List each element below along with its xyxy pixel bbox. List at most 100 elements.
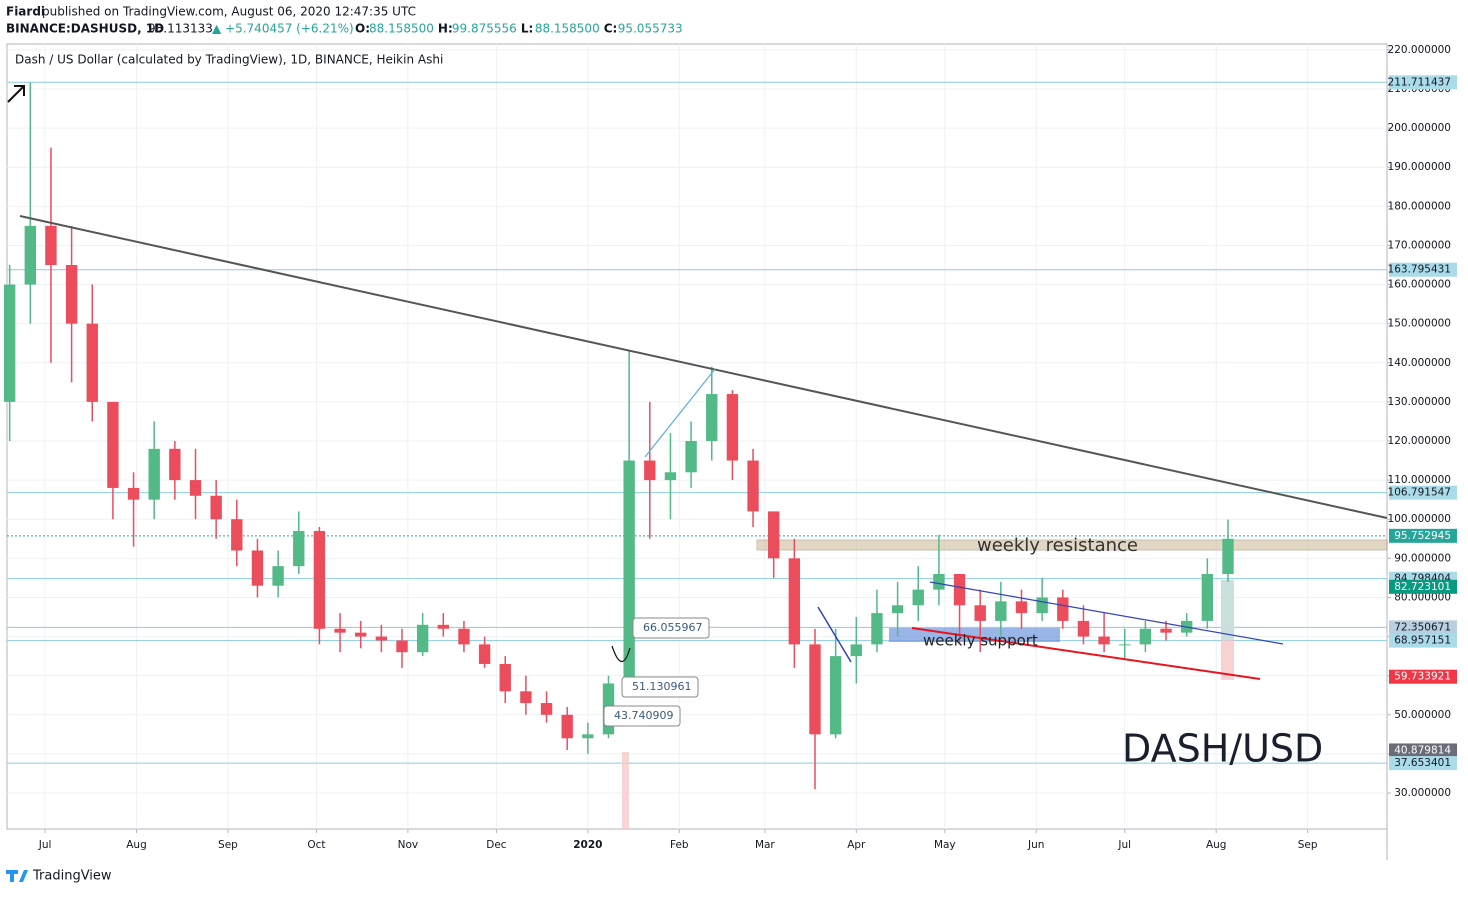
- price-label-box: [1389, 528, 1457, 543]
- axis-labels: 30.00000040.00000050.00000060.00000070.0…: [38, 44, 1457, 851]
- callout-box: [621, 676, 699, 698]
- y-tick-label: 190.000000: [1388, 161, 1451, 173]
- x-tick-label: Jul: [38, 839, 52, 851]
- price-label: 163.795431: [1388, 264, 1451, 276]
- candle-body: [251, 550, 264, 586]
- resistance-label: weekly resistance: [977, 535, 1138, 556]
- candle-body: [334, 628, 346, 633]
- candle-body: [768, 511, 780, 559]
- support-label: weekly support: [923, 632, 1038, 650]
- y-tick-label: 110.000000: [1388, 474, 1451, 486]
- y-tick-label: 90.000000: [1394, 552, 1451, 564]
- candle-body: [86, 323, 98, 402]
- x-tick-label: 2020: [573, 839, 602, 851]
- candle-body: [953, 573, 966, 606]
- x-tick-label: May: [934, 839, 956, 851]
- callout: 43.740909: [614, 709, 674, 722]
- candle-body: [623, 460, 635, 684]
- candle-body: [850, 644, 862, 657]
- ohlc-label: C:: [604, 22, 618, 36]
- change: ▲ +5.740457 (+6.21%): [212, 22, 354, 36]
- ohlc: O: 88.158500 H: 99.875556 L: 88.158500 C: 95.05…: [355, 22, 683, 36]
- price-label: 37.653401: [1394, 757, 1451, 769]
- y-tick-label: 170.000000: [1388, 239, 1451, 251]
- price-label-box: [1389, 75, 1457, 90]
- candle-body: [1057, 597, 1069, 621]
- candle-body: [127, 487, 140, 500]
- last-price: 98.113133: [148, 22, 213, 36]
- highlight-bar: [622, 752, 629, 829]
- arrow-icon: [7, 85, 25, 103]
- candle-body: [912, 589, 924, 606]
- price-label: 40.879814: [1394, 744, 1451, 756]
- candle-body: [293, 530, 305, 567]
- candle-body: [1139, 628, 1152, 645]
- x-tick-label: Dec: [486, 839, 507, 851]
- x-tick-label: Jul: [1117, 839, 1131, 851]
- highlight-bar: [1221, 580, 1234, 640]
- y-tick-label: 120.000000: [1388, 435, 1451, 447]
- candle-body: [1160, 628, 1172, 633]
- logo: [6, 870, 28, 882]
- symbol: BINANCE:DASHUSD, 1D: [6, 22, 164, 36]
- trend-line: [929, 581, 1284, 645]
- trend-line: [911, 627, 1261, 680]
- candle-body: [540, 703, 553, 715]
- ohlc-value: 99.875556: [452, 22, 517, 36]
- resistance-zone: [756, 539, 1388, 551]
- x-tick-label: Oct: [307, 839, 325, 851]
- y-tick-label: 200.000000: [1388, 122, 1451, 134]
- candle-body: [65, 264, 78, 324]
- candle-body: [458, 628, 470, 645]
- candle-body: [974, 605, 986, 621]
- candle-body: [1077, 620, 1090, 637]
- candle-body: [1015, 601, 1028, 614]
- y-tick-label: 80.000000: [1394, 591, 1451, 603]
- price-label: 82.723101: [1394, 581, 1451, 593]
- x-tick-label: Nov: [398, 839, 419, 851]
- ohlc-label: L:: [521, 22, 533, 36]
- y-tick-label: 100.000000: [1388, 513, 1451, 525]
- candle-body: [706, 394, 718, 441]
- candle-body: [169, 448, 181, 481]
- price-label-box: [1389, 669, 1457, 684]
- candle-body: [1201, 573, 1214, 621]
- candle-body: [829, 656, 842, 735]
- candle-body: [24, 225, 36, 285]
- candle-body: [747, 460, 759, 512]
- ohlc-value: 88.158500: [369, 22, 434, 36]
- candle-body: [1098, 636, 1110, 645]
- candle-body: [788, 558, 801, 645]
- candle-body: [107, 401, 119, 488]
- chart-title: Dash / US Dollar (calculated by TradingV…: [15, 53, 443, 67]
- x-tick-label: Jun: [1027, 839, 1044, 851]
- callout-box: [603, 705, 681, 727]
- y-tick-label: 220.000000: [1388, 44, 1451, 56]
- candle-body: [891, 605, 904, 614]
- candle-body: [499, 663, 511, 692]
- candle-body: [437, 624, 449, 629]
- brand: TradingView: [32, 869, 112, 884]
- candle-body: [809, 644, 821, 735]
- price-label-box: [1389, 620, 1457, 635]
- candle-body: [561, 714, 573, 739]
- candle-body: [726, 394, 739, 461]
- candle-body: [355, 632, 367, 637]
- x-tick-label: Aug: [126, 839, 147, 851]
- candle-body: [1036, 597, 1048, 614]
- author: Fiardi: [6, 5, 45, 19]
- y-tick-label: 150.000000: [1388, 318, 1451, 330]
- x-tick-label: Apr: [847, 839, 866, 851]
- published: published on TradingView.com, August 06,…: [42, 5, 416, 19]
- callout-box: [632, 617, 710, 639]
- x-tick-label: Aug: [1206, 839, 1227, 851]
- candle-body: [582, 734, 594, 739]
- price-label: 59.733921: [1394, 671, 1451, 683]
- trend-line: [817, 606, 852, 663]
- trend-line: [644, 368, 716, 458]
- x-tick-label: Sep: [1298, 839, 1318, 851]
- trend-line: [19, 215, 1388, 519]
- candle-body: [45, 225, 57, 265]
- price-label: 68.957151: [1394, 635, 1451, 647]
